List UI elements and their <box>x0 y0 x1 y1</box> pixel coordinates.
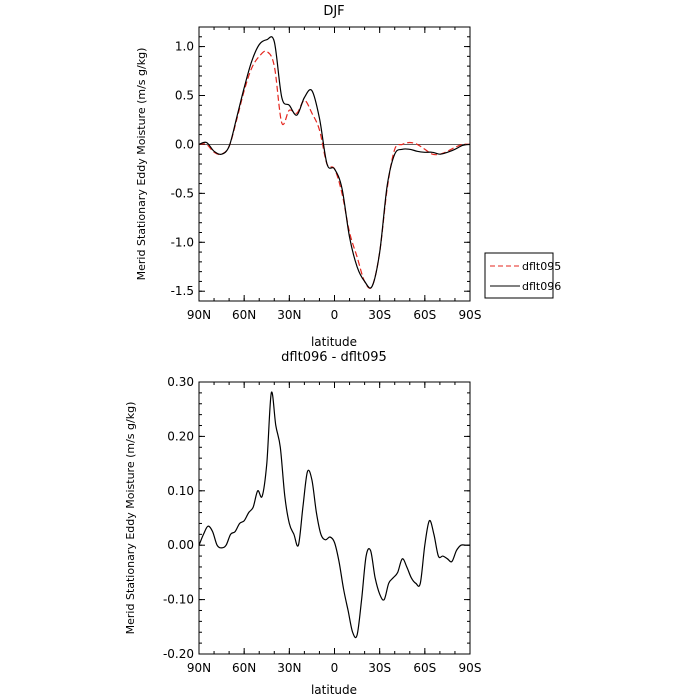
top-x-tick-label: 30N <box>277 308 301 322</box>
bottom-x-tick-label: 90N <box>187 661 211 675</box>
bottom-x-tick-label: 0 <box>331 661 339 675</box>
top-chart: DJF 90N 60N 30N 0 30S 60S 90S -1.5 -1.0 -0.5 0.0 0.… <box>135 4 561 349</box>
bottom-y-tick-label: 0.20 <box>167 429 194 443</box>
legend-box <box>484 252 554 299</box>
top-x-tick-label: 90S <box>459 308 482 322</box>
top-x-tick-label: 0 <box>331 308 339 322</box>
bottom-x-axis-label: latitude <box>311 683 357 697</box>
top-chart-title: DJF <box>323 4 344 19</box>
top-x-tick-label: 60N <box>232 308 256 322</box>
top-plot-frame <box>198 26 471 302</box>
top-y-tick-label: 0.0 <box>175 137 194 151</box>
top-y-tick-label: -1.5 <box>171 284 194 298</box>
top-series-line-dflt096 <box>198 36 471 289</box>
top-x-tick-label: 60S <box>413 308 436 322</box>
bottom-y-tick-label: -0.10 <box>163 593 194 607</box>
top-y-tick-label: 1.0 <box>175 40 194 54</box>
top-y-axis-label: Merid Stationary Eddy Moisture (m/s g/kg… <box>135 48 148 281</box>
top-plot-area: 90N 60N 30N 0 30S 60S 90S -1.5 -1.0 -0.5 0.0 0.5 1.0 <box>171 26 482 322</box>
bottom-y-tick-label: 0.00 <box>167 538 194 552</box>
bottom-y-axis-label: Merid Stationary Eddy Moisture (m/s g/kg… <box>124 402 137 635</box>
bottom-y-tick-label: 0.30 <box>167 375 194 389</box>
top-x-tick-label: 30S <box>368 308 391 322</box>
bottom-y-tick-label: -0.20 <box>163 647 194 661</box>
legend-label-dflt095: dflt095 <box>522 260 561 273</box>
bottom-x-tick-label: 60S <box>413 661 436 675</box>
top-legend: dflt095 dflt096 <box>484 252 561 299</box>
bottom-chart: dflt096 - dflt095 90N 60N 30N 0 30S 60S 90S -0.… <box>124 350 481 697</box>
bottom-series-line-series-0 <box>198 391 470 639</box>
top-y-tick-label: 0.5 <box>175 89 194 103</box>
bottom-x-tick-label: 60N <box>232 661 256 675</box>
bottom-chart-title: dflt096 - dflt095 <box>281 350 387 365</box>
legend-label-dflt096: dflt096 <box>522 280 561 293</box>
bottom-x-tick-label: 90S <box>459 661 482 675</box>
bottom-y-tick-label: 0.10 <box>167 484 194 498</box>
bottom-plot-area: 90N 60N 30N 0 30S 60S 90S -0.20 -0.10 0.00 0.10 0.2… <box>163 375 482 675</box>
top-y-tick-label: -1.0 <box>171 235 194 249</box>
top-x-axis-label: latitude <box>311 335 357 349</box>
bottom-x-tick-label: 30N <box>277 661 301 675</box>
top-y-tick-label: -0.5 <box>171 186 194 200</box>
top-x-tick-label: 90N <box>187 308 211 322</box>
bottom-plot-frame <box>198 381 471 655</box>
bottom-x-tick-label: 30S <box>368 661 391 675</box>
